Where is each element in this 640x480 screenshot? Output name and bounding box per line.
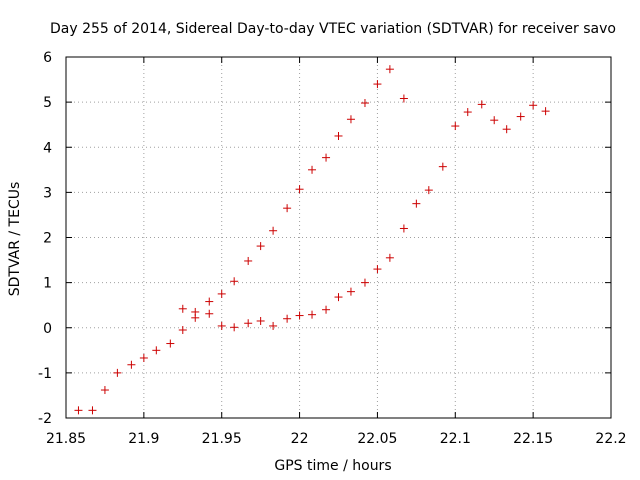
- data-point: [373, 80, 382, 89]
- x-tick-label: 21.85: [46, 431, 86, 447]
- y-tick-label: 5: [43, 95, 52, 111]
- data-point: [205, 297, 214, 306]
- data-point: [178, 326, 187, 335]
- x-axis-label: GPS time / hours: [274, 458, 391, 474]
- data-point: [477, 100, 486, 109]
- data-points: [74, 65, 550, 415]
- chart-title: Day 255 of 2014, Sidereal Day-to-day VTE…: [50, 21, 616, 37]
- x-tick-label: 22.15: [513, 431, 553, 447]
- data-point: [529, 101, 538, 110]
- data-point: [360, 278, 369, 287]
- data-point: [113, 368, 122, 377]
- x-axis-ticks: 21.85 21.9 21.95 22 22.05 22.1 22.15 22.2: [46, 57, 627, 447]
- data-point: [283, 314, 292, 323]
- y-tick-label: 3: [43, 185, 52, 201]
- data-point: [490, 116, 499, 125]
- data-point: [295, 311, 304, 320]
- data-point: [152, 346, 161, 355]
- data-point: [334, 293, 343, 302]
- x-tick-label: 22.2: [595, 431, 626, 447]
- data-point: [269, 321, 278, 330]
- data-point: [308, 310, 317, 319]
- data-point: [244, 319, 253, 328]
- data-point: [541, 107, 550, 116]
- data-point: [127, 360, 136, 369]
- data-point: [283, 204, 292, 213]
- data-point: [256, 316, 265, 325]
- data-point: [412, 199, 421, 208]
- x-tick-label: 21.95: [202, 431, 242, 447]
- y-axis-ticks: -2 -1 0 1 2 3 4 5 6: [38, 50, 611, 427]
- data-point: [217, 321, 226, 330]
- data-point: [360, 99, 369, 108]
- data-point: [295, 185, 304, 194]
- data-point: [244, 256, 253, 265]
- data-point: [88, 406, 97, 415]
- data-point: [346, 115, 355, 124]
- y-tick-label: 4: [43, 140, 52, 156]
- data-point: [74, 406, 83, 415]
- data-point: [191, 313, 200, 322]
- data-point: [373, 265, 382, 274]
- data-point: [256, 242, 265, 251]
- data-point: [230, 323, 239, 332]
- x-tick-label: 22.05: [357, 431, 397, 447]
- y-tick-label: 0: [43, 321, 52, 337]
- data-point: [399, 224, 408, 233]
- data-point: [205, 309, 214, 318]
- x-tick-label: 22.1: [440, 431, 471, 447]
- data-point: [322, 153, 331, 162]
- y-tick-label: 2: [43, 231, 52, 247]
- grid-lines: [66, 57, 611, 418]
- data-point: [385, 65, 394, 74]
- y-tick-label: 1: [43, 276, 52, 292]
- x-tick-label: 22: [291, 431, 309, 447]
- data-point: [217, 289, 226, 298]
- y-tick-label: 6: [43, 50, 52, 66]
- data-point: [178, 304, 187, 313]
- data-point: [166, 339, 175, 348]
- data-point: [438, 162, 447, 171]
- data-point: [516, 112, 525, 121]
- data-point: [139, 353, 148, 362]
- y-axis-label: SDTVAR / TECUs: [7, 182, 23, 297]
- y-tick-label: -2: [38, 411, 52, 427]
- data-point: [424, 186, 433, 195]
- data-point: [502, 125, 511, 134]
- data-point: [269, 226, 278, 235]
- data-point: [346, 287, 355, 296]
- x-tick-label: 21.9: [128, 431, 159, 447]
- data-point: [308, 165, 317, 174]
- data-point: [334, 131, 343, 140]
- data-point: [230, 277, 239, 286]
- data-point: [463, 108, 472, 117]
- data-point: [100, 386, 109, 395]
- data-point: [322, 305, 331, 314]
- y-tick-label: -1: [38, 366, 52, 382]
- data-point: [385, 253, 394, 262]
- data-point: [399, 94, 408, 103]
- data-point: [451, 122, 460, 131]
